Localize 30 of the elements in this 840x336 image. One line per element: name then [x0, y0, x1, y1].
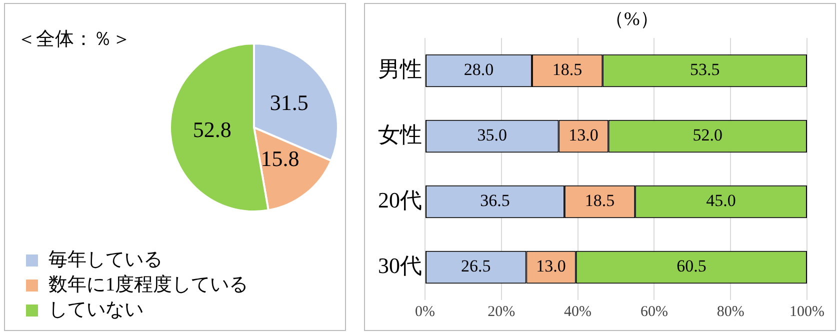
data-label: 35.0	[477, 126, 507, 145]
data-label: 52.0	[692, 126, 723, 145]
data-label: 31.5	[270, 90, 308, 116]
data-label: 60.5	[676, 256, 706, 276]
y-tick-label: 30代	[378, 253, 422, 278]
x-tick-label: 20%	[488, 304, 516, 320]
data-label: 13.0	[568, 126, 598, 145]
data-label: 45.0	[706, 191, 736, 210]
legend-label: していない	[48, 299, 144, 320]
data-label: 18.5	[584, 191, 615, 210]
data-label: 18.5	[552, 60, 582, 80]
data-label: 36.5	[480, 191, 510, 210]
x-tick-label: 0%	[415, 304, 435, 320]
data-label: 53.5	[690, 60, 720, 80]
x-tick-label: 60%	[640, 304, 668, 320]
y-tick-label: 20代	[378, 188, 422, 213]
data-label: 26.5	[460, 256, 491, 276]
x-tick-label: 100%	[790, 304, 824, 320]
legend-label: 数年に1度程度している	[48, 273, 248, 296]
y-tick-label: 女性	[378, 122, 422, 148]
data-label: 13.0	[536, 256, 566, 276]
x-tick-label: 40%	[564, 304, 592, 320]
y-tick-label: 男性	[378, 56, 422, 82]
text: ＜全体：％＞	[17, 28, 131, 52]
text: （%）	[605, 8, 659, 32]
data-label: 28.0	[464, 60, 494, 80]
data-label: 15.8	[260, 146, 300, 172]
legend-label: 毎年している	[48, 249, 162, 270]
x-tick-label: 80%	[716, 304, 744, 320]
data-label: 52.8	[192, 116, 232, 142]
